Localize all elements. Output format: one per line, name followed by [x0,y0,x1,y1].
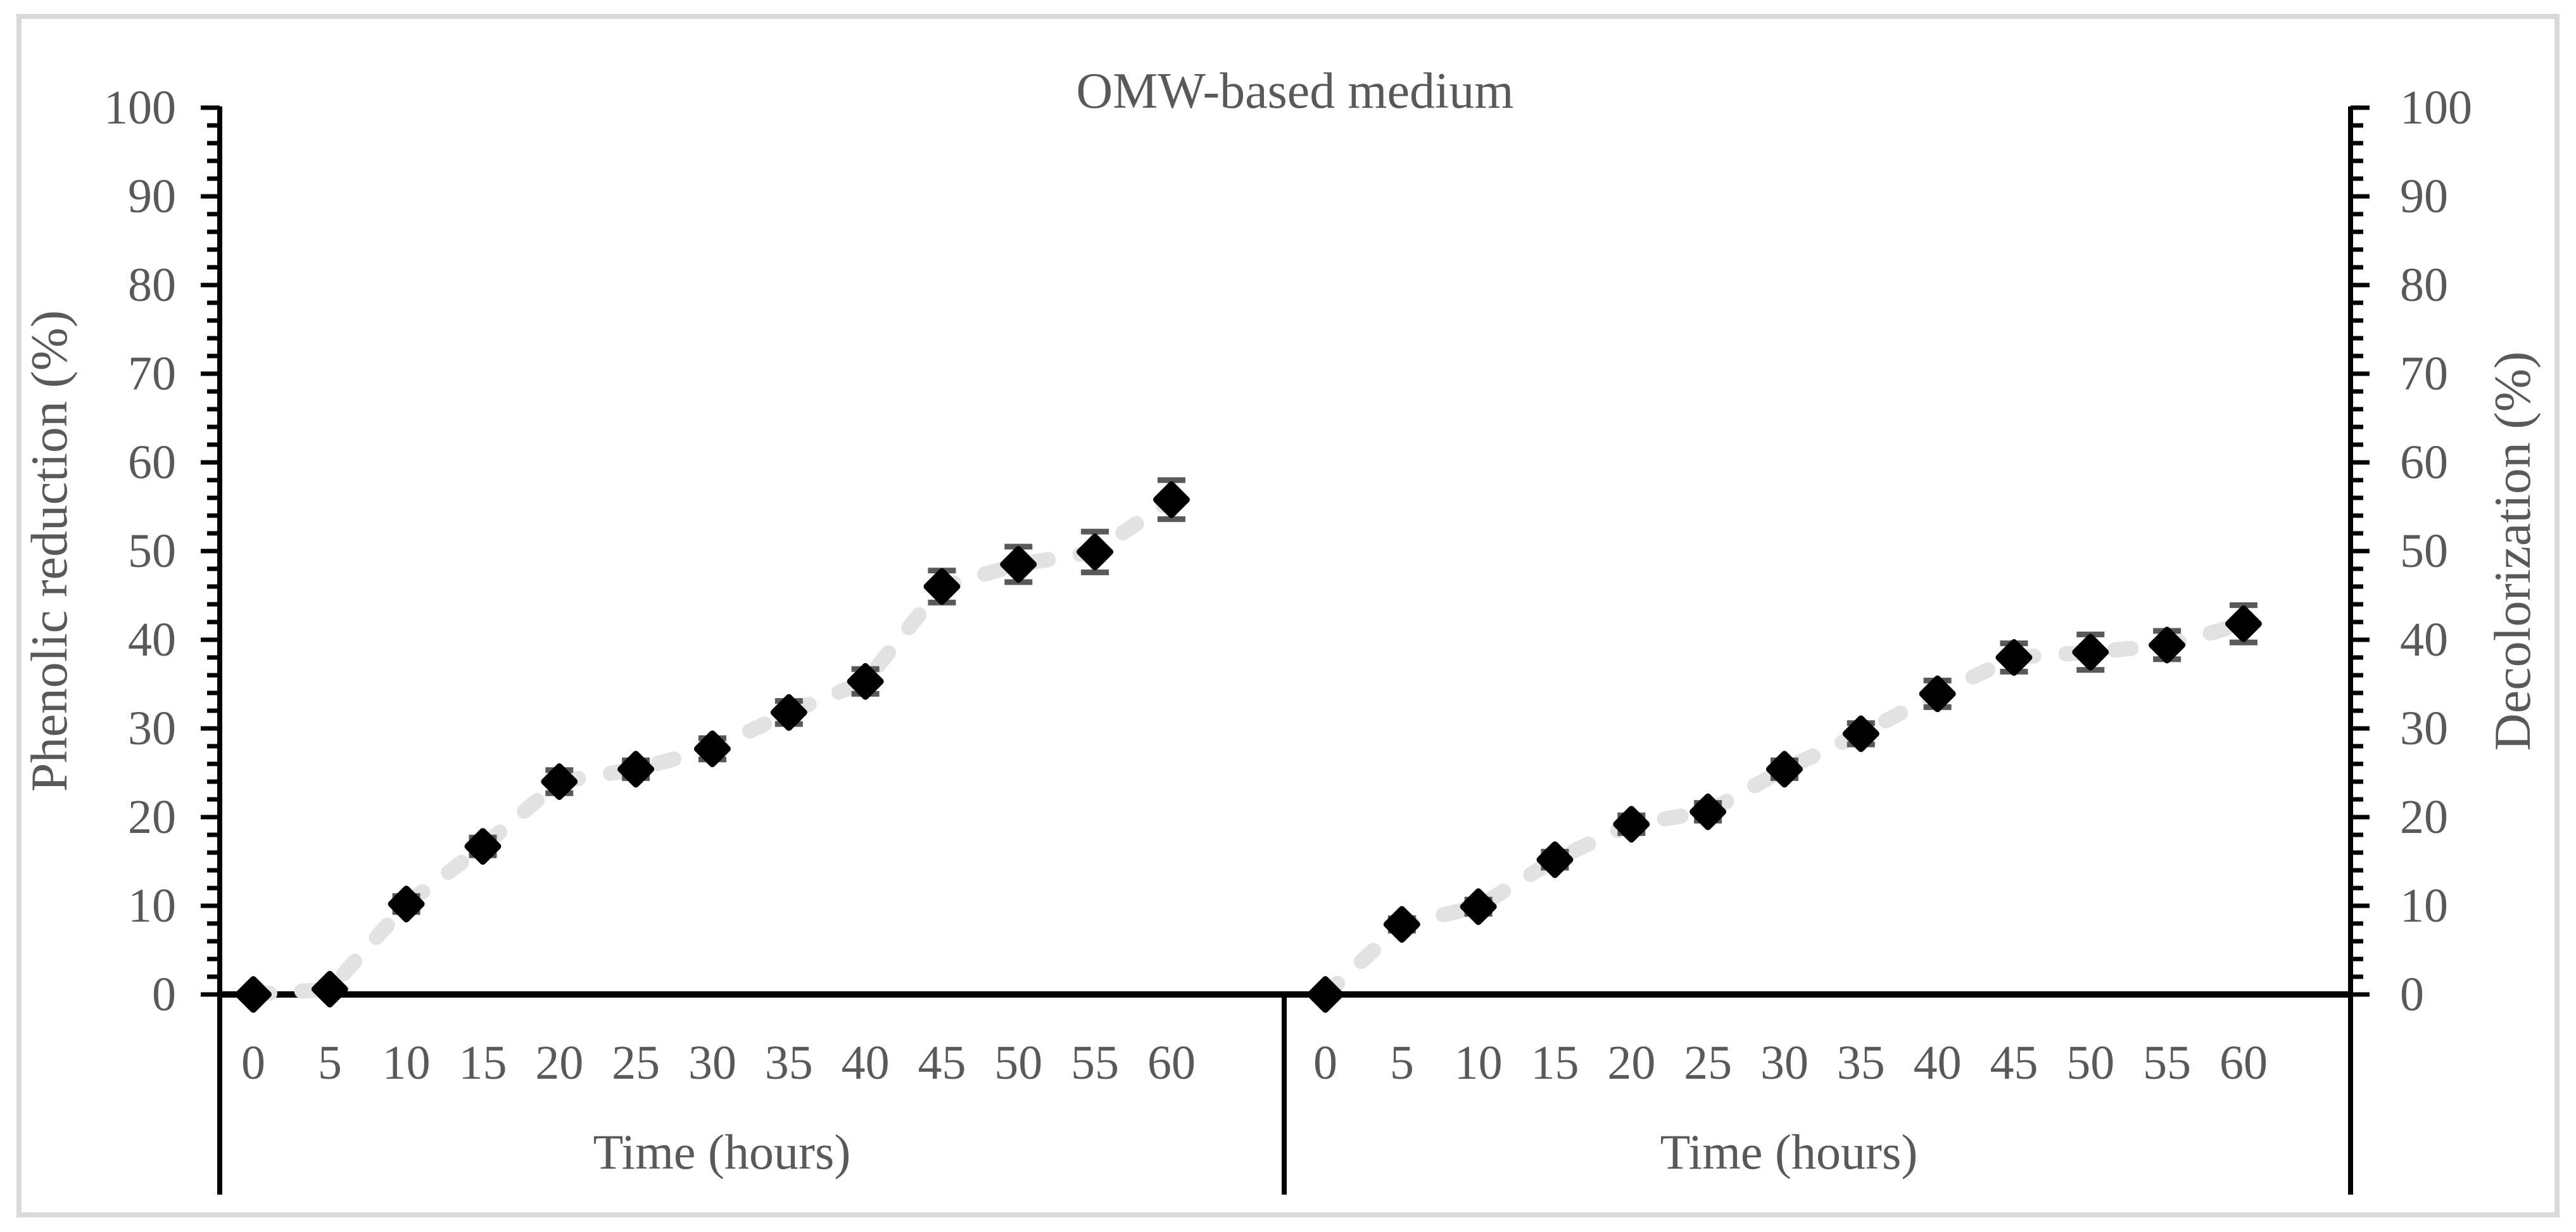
data-point-diamond [617,751,655,788]
x-tick-label: 60 [1147,1036,1196,1089]
right-y-tick-label: 0 [2400,968,2424,1021]
data-point-diamond [1995,639,2033,676]
x-tick-label: 40 [842,1036,890,1089]
x-tick-label: 25 [1684,1036,1732,1089]
x-tick-label: 10 [382,1036,431,1089]
data-point-diamond [923,568,961,605]
left-y-axis-title: Phenolic reduction (%) [20,310,78,792]
left-y-tick-label: 20 [128,791,176,844]
data-point-diamond [847,663,884,700]
x-tick-label: 20 [1607,1036,1655,1089]
x-tick-label: 25 [612,1036,660,1089]
data-point-diamond [1842,715,1879,753]
axes: 0102030405060708090100010203040506070809… [104,81,2472,1195]
data-point-diamond [1000,546,1037,583]
left-y-tick-label: 100 [104,81,176,134]
x-tick-label: 30 [688,1036,736,1089]
data-point-diamond [1076,533,1114,571]
data-point-diamond [2225,605,2262,642]
data-point-diamond [1383,906,1420,943]
right-y-tick-label: 80 [2400,258,2448,312]
x-tick-label: 10 [1455,1036,1503,1089]
chart-title: OMW-based medium [1076,63,1514,119]
left-y-tick-label: 40 [128,613,176,666]
data-point-diamond [541,763,578,800]
x-tick-label: 20 [535,1036,583,1089]
left-y-tick-label: 70 [128,347,176,400]
x-tick-label: 45 [1990,1036,2038,1089]
right-y-tick-label: 60 [2400,436,2448,489]
right-y-tick-label: 70 [2400,347,2448,400]
left-y-tick-label: 80 [128,258,176,312]
left-y-tick-label: 90 [128,170,176,223]
x-tick-label: 15 [458,1036,507,1089]
left-y-tick-label: 50 [128,524,176,578]
x-tick-label: 30 [1760,1036,1809,1089]
data-point-diamond [2072,633,2109,671]
data-point-diamond [1307,976,1344,1013]
data-point-diamond [1689,793,1727,830]
data-point-diamond [311,970,348,1008]
right-y-tick-label: 40 [2400,613,2448,666]
data-point-diamond [1460,888,1497,925]
x-tick-label: 0 [1313,1036,1337,1089]
panel-right: 0 5 10 15 20 25 30 35 40 45 50 55 60 [1307,602,2268,1089]
x-tick-label: 40 [1914,1036,1962,1089]
x-tick-label: 5 [1390,1036,1414,1089]
panel-left: 0 5 10 15 20 25 30 35 40 45 50 55 60 [235,477,1196,1089]
right-x-axis-title: Time (hours) [1660,1124,1918,1179]
x-tick-label: 50 [2066,1036,2114,1089]
data-point-diamond [1613,806,1650,843]
x-tick-label: 0 [241,1036,265,1089]
data-point-diamond [464,828,502,865]
data-point-diamond [2149,626,2186,664]
right-y-axis-title: Decolorization (%) [2484,352,2541,751]
left-y-tick-label: 0 [152,968,176,1021]
right-y-tick-label: 10 [2400,879,2448,932]
x-tick-label: 50 [994,1036,1042,1089]
x-tick-label: 45 [918,1036,966,1089]
left-y-tick-label: 10 [128,879,176,932]
x-tick-label: 55 [1071,1036,1119,1089]
data-point-diamond [1536,841,1574,879]
x-tick-label: 35 [765,1036,813,1089]
right-y-tick-label: 90 [2400,170,2448,223]
left-x-axis-title: Time (hours) [593,1124,851,1179]
x-tick-label: 5 [318,1036,342,1089]
right-y-tick-label: 50 [2400,524,2448,578]
x-tick-label: 15 [1531,1036,1579,1089]
x-tick-label: 60 [2219,1036,2268,1089]
left-y-tick-label: 30 [128,702,176,755]
data-series: 0 5 10 15 20 25 30 35 40 45 50 55 60 0 5 10 15 20 25 30 35 40… [235,477,2268,1089]
data-point-diamond [770,694,807,731]
data-point-diamond [1919,675,1956,713]
right-y-tick-label: 20 [2400,791,2448,844]
data-point-diamond [1765,751,1803,788]
x-tick-label: 35 [1837,1036,1885,1089]
x-tick-label: 55 [2143,1036,2191,1089]
figure-border [16,14,2560,1217]
data-point-diamond [388,886,425,923]
right-y-tick-label: 30 [2400,702,2448,755]
data-point-diamond [235,976,272,1013]
data-point-diamond [1152,481,1190,518]
right-y-tick-label: 100 [2400,81,2472,134]
left-y-tick-label: 60 [128,436,176,489]
data-point-diamond [693,730,731,768]
